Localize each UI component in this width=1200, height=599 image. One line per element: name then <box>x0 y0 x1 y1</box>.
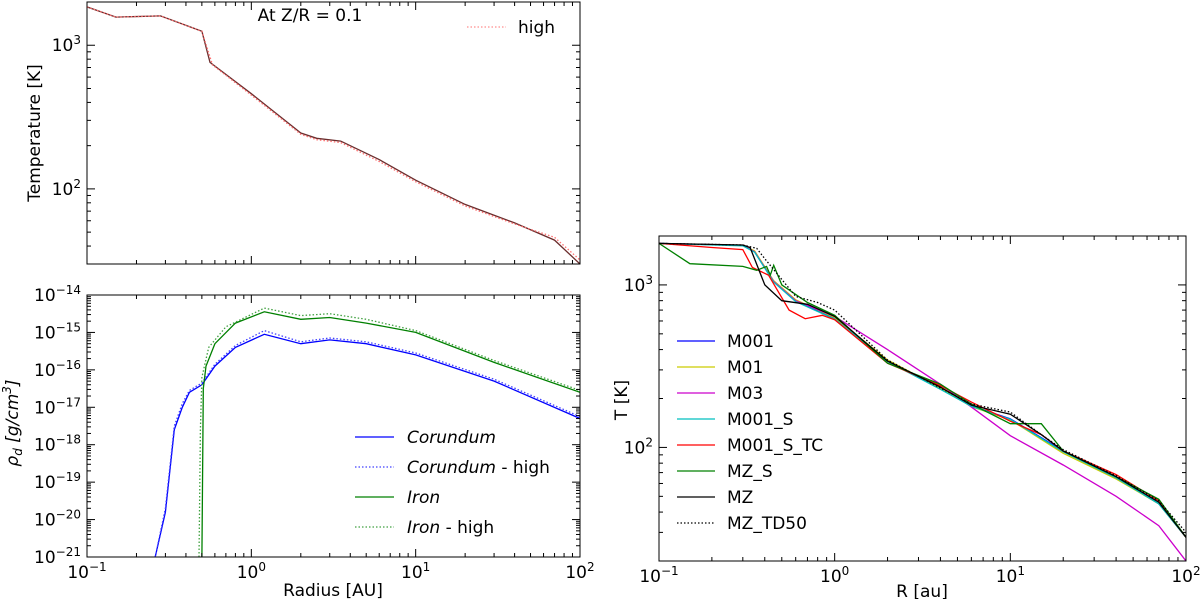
dust-axes-frame <box>86 294 581 558</box>
dust-legend-label: Corundum - high <box>407 458 550 478</box>
dust-legend-label: Iron - high <box>407 518 494 538</box>
models-series-group <box>659 242 1186 561</box>
x-tick-label: 10−1 <box>639 564 678 587</box>
temperature-legend-high-label: high <box>518 18 555 38</box>
y-tick-label: 10−21 <box>34 545 81 568</box>
y-tick-label: 10−18 <box>34 433 81 456</box>
x-tick-label: 101 <box>996 564 1025 587</box>
dust-density-panel: 10−1 100 101 102 10−14 10−15 10−16 10−17 10−18 10… <box>0 283 595 599</box>
temperature-series-base <box>87 6 580 264</box>
models-legend-label: M01 <box>727 358 763 378</box>
model-series-mz <box>659 242 1186 538</box>
dust-series-iron-high <box>198 307 580 557</box>
y-tick-label: 10−17 <box>34 395 81 418</box>
y-tick-label: 10−14 <box>34 283 81 306</box>
models-legend-label: MZ_TD50 <box>727 514 807 534</box>
dust-series-corundum-high <box>154 329 580 557</box>
models-legend: M001 M01 M03 M001_S M001_S_TC MZ_S MZ MZ_TD50 <box>677 332 823 534</box>
dust-series-iron <box>201 311 580 557</box>
dust-series-group <box>154 307 580 557</box>
y-tick-label: 103 <box>52 33 81 56</box>
x-tick-label: 102 <box>565 560 594 583</box>
x-tick-label: 100 <box>820 564 849 587</box>
models-legend-label: MZ <box>727 488 753 508</box>
temperature-series-high <box>87 6 580 261</box>
models-legend-label: M001 <box>727 332 774 352</box>
models-x-axis-label: R [au] <box>896 582 948 599</box>
dust-y-axis-label: ρd [g/cm3] <box>0 379 25 466</box>
x-tick-label: 102 <box>1171 564 1200 587</box>
dust-series-corundum <box>154 333 580 557</box>
x-tick-label: 100 <box>237 560 266 583</box>
y-tick-label: 10−20 <box>34 508 81 531</box>
temperature-axes-frame <box>86 1 581 265</box>
x-tick-label: 101 <box>401 560 430 583</box>
dust-ticks-group: 10−1 100 101 102 10−14 10−15 10−16 10−17 10−18 10… <box>34 283 595 583</box>
temperature-y-axis-label: Temperature [K] <box>25 64 45 203</box>
models-ticks-group: 10−1 100 101 102 103 102 <box>624 235 1200 587</box>
y-tick-label: 103 <box>624 273 653 296</box>
models-axes-frame <box>658 235 1187 562</box>
model-series-m001-s <box>659 242 1186 538</box>
y-tick-label: 10−16 <box>34 358 81 381</box>
y-tick-label: 102 <box>52 177 81 200</box>
temperature-ticks-group: 103 102 <box>52 1 581 265</box>
y-tick-label: 102 <box>624 435 653 458</box>
models-y-axis-label: T [K] <box>612 380 632 421</box>
dust-legend-label: Iron <box>407 488 440 508</box>
temperature-annotation: At Z/R = 0.1 <box>258 6 363 26</box>
temperature-series-group <box>87 6 580 264</box>
dust-legend: Corundum Corundum - high Iron Iron - high <box>355 428 550 538</box>
y-tick-label: 10−19 <box>34 470 81 493</box>
temperature-panel: 103 102 At Z/R = 0.1 high Temperature [K] <box>25 1 581 265</box>
y-tick-label: 10−15 <box>34 320 81 343</box>
models-legend-label: MZ_S <box>727 462 773 482</box>
models-legend-label: M03 <box>727 384 763 404</box>
models-legend-label: M001_S_TC <box>727 436 823 456</box>
dust-legend-label: Corundum <box>407 428 496 448</box>
dust-x-axis-label: Radius [AU] <box>283 581 383 599</box>
x-tick-label: 10−1 <box>67 560 106 583</box>
models-legend-label: M001_S <box>727 410 793 430</box>
